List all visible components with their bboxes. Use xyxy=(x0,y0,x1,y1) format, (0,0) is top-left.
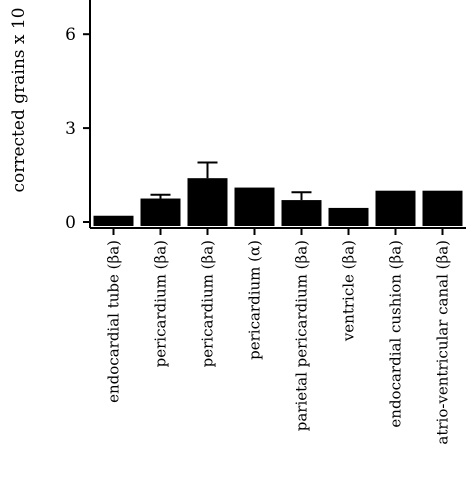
y-tick-label: 3 xyxy=(65,119,76,139)
bar xyxy=(187,178,228,226)
x-tick-label: ventricle (βa) xyxy=(340,240,358,342)
x-tick-label: endocardial tube (βa) xyxy=(105,240,123,403)
bars-group xyxy=(93,161,463,226)
bar xyxy=(93,215,134,226)
bar xyxy=(281,200,322,226)
y-axis-label: corrected grains x 10 xyxy=(9,7,29,192)
bar xyxy=(234,187,275,226)
x-tick-labels: endocardial tube (βa) pericardium (βa) per… xyxy=(105,228,452,445)
bar xyxy=(375,190,416,226)
x-tick-label: pericardium (α) xyxy=(246,240,264,360)
bar xyxy=(328,207,369,226)
x-tick-label: atrio-ventricular canal (βa) xyxy=(434,240,452,445)
x-tick-label: parietal pericardium (βa) xyxy=(293,240,311,431)
x-tick-label: endocardial cushion (βa) xyxy=(387,240,405,428)
bar xyxy=(140,198,181,226)
x-tick-label: pericardium (βa) xyxy=(152,240,170,367)
bar xyxy=(422,190,463,226)
x-tick-label: pericardium (βa) xyxy=(199,240,217,367)
axes: 0 3 6 xyxy=(65,0,466,233)
y-tick-label: 0 xyxy=(65,213,76,233)
y-tick-label: 6 xyxy=(65,25,76,45)
